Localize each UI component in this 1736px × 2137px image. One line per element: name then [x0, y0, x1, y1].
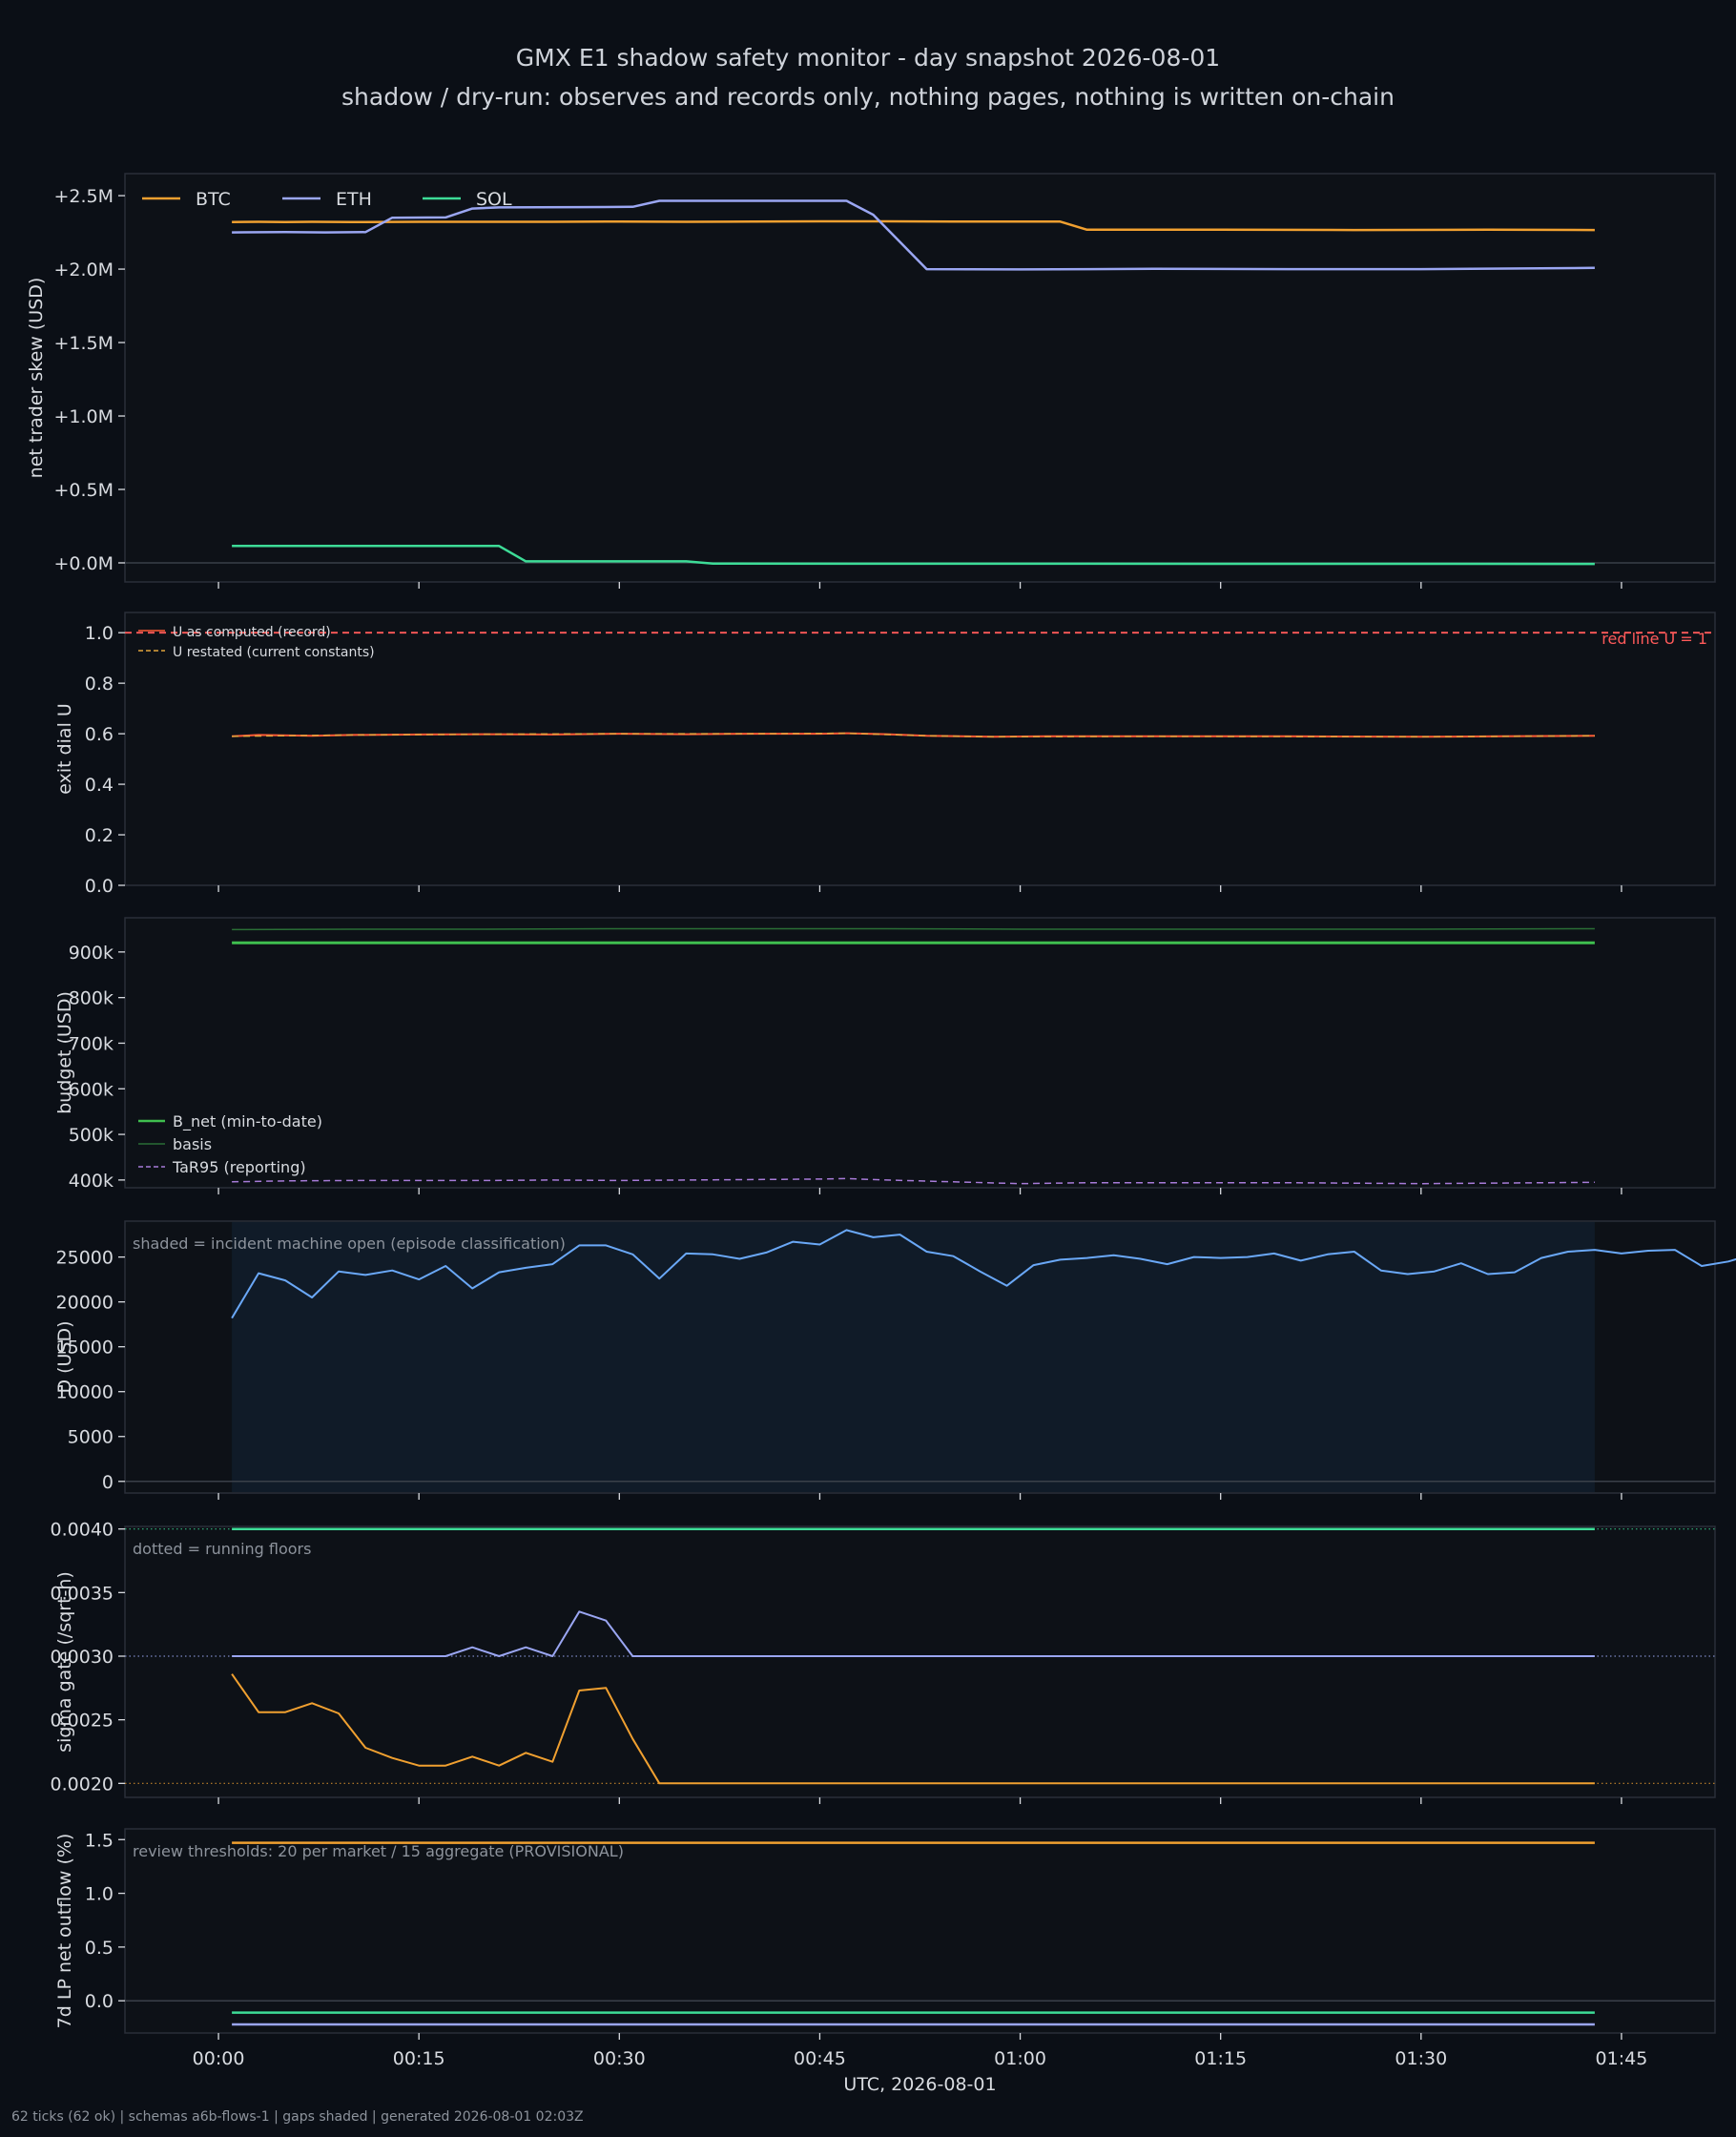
exit_dial-ytick-label: 0.6	[85, 724, 114, 745]
budget-panel	[124, 917, 1716, 1189]
skew-ylabel: net trader skew (USD)	[26, 278, 47, 479]
sigma_gate-annotation: dotted = running floors	[133, 1540, 311, 1558]
d_usd-incident-shade	[232, 1222, 1595, 1492]
sigma_gate-series-btc	[231, 1673, 1595, 1785]
x-axis-label: UTC, 2026-08-01	[843, 2074, 996, 2095]
budget-legend-label: B_net (min-to-date)	[173, 1112, 322, 1131]
skew-series-btc	[232, 219, 1595, 232]
sigma_gate-ytick-label: 0.0040	[51, 1520, 114, 1541]
x-tick-label: 01:15	[1194, 2048, 1247, 2069]
x-tick-label: 01:30	[1395, 2048, 1447, 2069]
lp_outflow-ytick-label: 0.0	[85, 1991, 114, 2012]
budget-ytick-label: 400k	[69, 1171, 114, 1192]
sigma_gate-ytick-label: 0.0030	[51, 1647, 114, 1668]
d_usd-ytick-label: 5000	[68, 1427, 114, 1448]
lp_outflow-ytick-label: 1.5	[85, 1830, 114, 1851]
d_usd-ytick-label: 10000	[56, 1382, 114, 1403]
x-tick-label: 00:15	[393, 2048, 445, 2069]
exit_dial-ytick-label: 0.4	[85, 775, 114, 796]
exit_dial-ytick-label: 0.2	[85, 825, 114, 846]
budget-ylabel: budget (USD)	[54, 991, 75, 1114]
skew-panel	[124, 173, 1716, 583]
d_usd-ytick-label: 25000	[56, 1248, 114, 1269]
x-tick-label: 00:00	[193, 2048, 245, 2069]
sigma_gate-ytick-label: 0.0035	[51, 1583, 114, 1604]
lp_outflow-panel	[124, 1828, 1716, 2034]
budget-legend-label: TaR95 (reporting)	[172, 1158, 306, 1176]
lp_outflow-ylabel: 7d LP net outflow (%)	[54, 1834, 75, 2029]
lp_outflow-annotation: review thresholds: 20 per market / 15 ag…	[133, 1842, 624, 1860]
budget-series-basis	[232, 927, 1595, 931]
exit_dial-ytick-label: 1.0	[85, 623, 114, 644]
x-tick-label: 00:45	[794, 2048, 846, 2069]
d_usd-ytick-label: 15000	[56, 1338, 114, 1359]
exit_dial-ylabel: exit dial U	[54, 703, 75, 795]
exit_dial-legend-label: U as computed (record)	[173, 625, 331, 640]
exit_dial-annotation: red line U = 1	[1602, 630, 1707, 648]
budget-ytick-label: 900k	[69, 943, 114, 964]
skew-series-sol	[232, 545, 1595, 566]
sigma_gate-panel	[124, 1525, 1716, 1798]
skew-ytick-label: +1.0M	[53, 406, 114, 427]
d_usd-ytick-label: 20000	[56, 1293, 114, 1314]
figure-subtitle: shadow / dry-run: observes and records o…	[341, 83, 1395, 111]
d_usd-annotation: shaded = incident machine open (episode …	[133, 1234, 566, 1253]
x-tick-label: 01:45	[1596, 2048, 1648, 2069]
skew-ytick-label: +1.5M	[53, 333, 114, 354]
skew-legend-label: BTC	[196, 189, 231, 210]
skew-ytick-label: +0.5M	[53, 480, 114, 501]
budget-ytick-label: 500k	[69, 1125, 114, 1146]
exit_dial-legend-label: U restated (current constants)	[173, 645, 375, 660]
budget-ytick-label: 600k	[69, 1079, 114, 1100]
d_usd-ylabel: D (USD)	[54, 1320, 75, 1393]
lp_outflow-ytick-label: 1.0	[85, 1884, 114, 1905]
skew-ytick-label: +2.5M	[53, 186, 114, 207]
skew-series-eth	[232, 199, 1595, 271]
exit_dial-series-u-restated-current-constants	[232, 732, 1595, 738]
lp_outflow-ytick-label: 0.5	[85, 1938, 114, 1959]
budget-legend-label: basis	[173, 1135, 212, 1153]
budget-ytick-label: 800k	[69, 988, 114, 1009]
figure-title: GMX E1 shadow safety monitor - day snaps…	[515, 44, 1221, 72]
exit_dial-ytick-label: 0.0	[85, 876, 114, 897]
sigma_gate-ytick-label: 0.0025	[51, 1711, 114, 1732]
x-tick-label: 00:30	[593, 2048, 646, 2069]
skew-ytick-label: +0.0M	[53, 553, 114, 574]
exit_dial-ytick-label: 0.8	[85, 674, 114, 695]
skew-legend-label: ETH	[336, 189, 372, 210]
sigma_gate-series-eth	[232, 1610, 1595, 1657]
budget-series-tar95-reporting	[232, 1177, 1595, 1185]
footer-status: 62 ticks (62 ok) | schemas a6b-flows-1 |…	[11, 2109, 584, 2125]
d_usd-series-d	[231, 1229, 1736, 1319]
sigma_gate-ylabel: sigma gate (/sqrt-h)	[54, 1571, 75, 1753]
skew-legend-label: SOL	[476, 189, 512, 210]
budget-ytick-label: 700k	[69, 1033, 114, 1054]
sigma_gate-ytick-label: 0.0020	[51, 1774, 114, 1795]
exit_dial-panel	[124, 612, 1716, 886]
skew-ytick-label: +2.0M	[53, 259, 114, 280]
figure-title-block: GMX E1 shadow safety monitor - day snaps…	[0, 38, 1736, 116]
d_usd-ytick-label: 0	[102, 1472, 114, 1493]
x-tick-label: 01:00	[994, 2048, 1046, 2069]
